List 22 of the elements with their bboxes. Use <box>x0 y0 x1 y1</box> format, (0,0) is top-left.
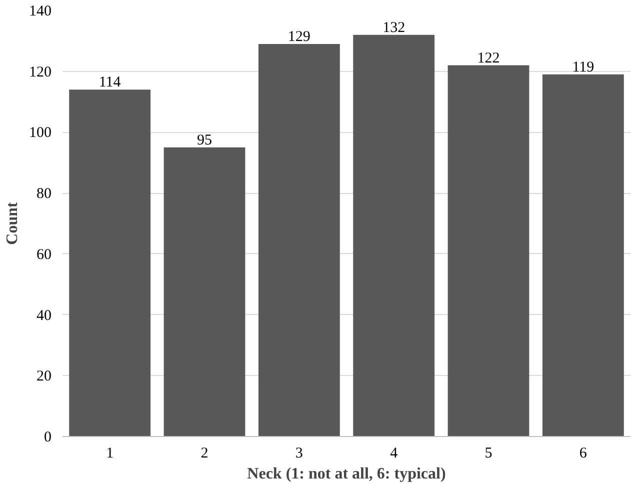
y-tick-label: 120 <box>29 64 52 80</box>
y-tick-label: 0 <box>44 430 52 446</box>
y-tick-label: 80 <box>36 186 52 202</box>
y-tick-label: 60 <box>36 246 52 263</box>
x-tick-label: 6 <box>579 446 588 462</box>
x-tick-label: 3 <box>295 446 303 462</box>
x-tick-label: 4 <box>390 446 398 462</box>
data-label: 114 <box>98 74 122 91</box>
y-tick-label: 20 <box>36 368 52 385</box>
data-label: 119 <box>572 59 594 76</box>
y-tick-label: 100 <box>29 125 52 142</box>
y-tick-label: 40 <box>36 308 52 324</box>
data-label: 122 <box>477 50 500 66</box>
y-axis-title: Count <box>4 201 21 245</box>
y-tick-label: 140 <box>29 4 52 20</box>
data-label: 129 <box>288 28 310 45</box>
x-tick-label: 1 <box>106 446 114 462</box>
x-tick-label: 5 <box>484 446 492 462</box>
data-label: 132 <box>382 20 406 36</box>
data-label: 95 <box>197 132 212 148</box>
x-tick-label: 2 <box>200 446 208 462</box>
x-axis-title: Neck (1: not at all, 6: typical) <box>247 466 446 482</box>
